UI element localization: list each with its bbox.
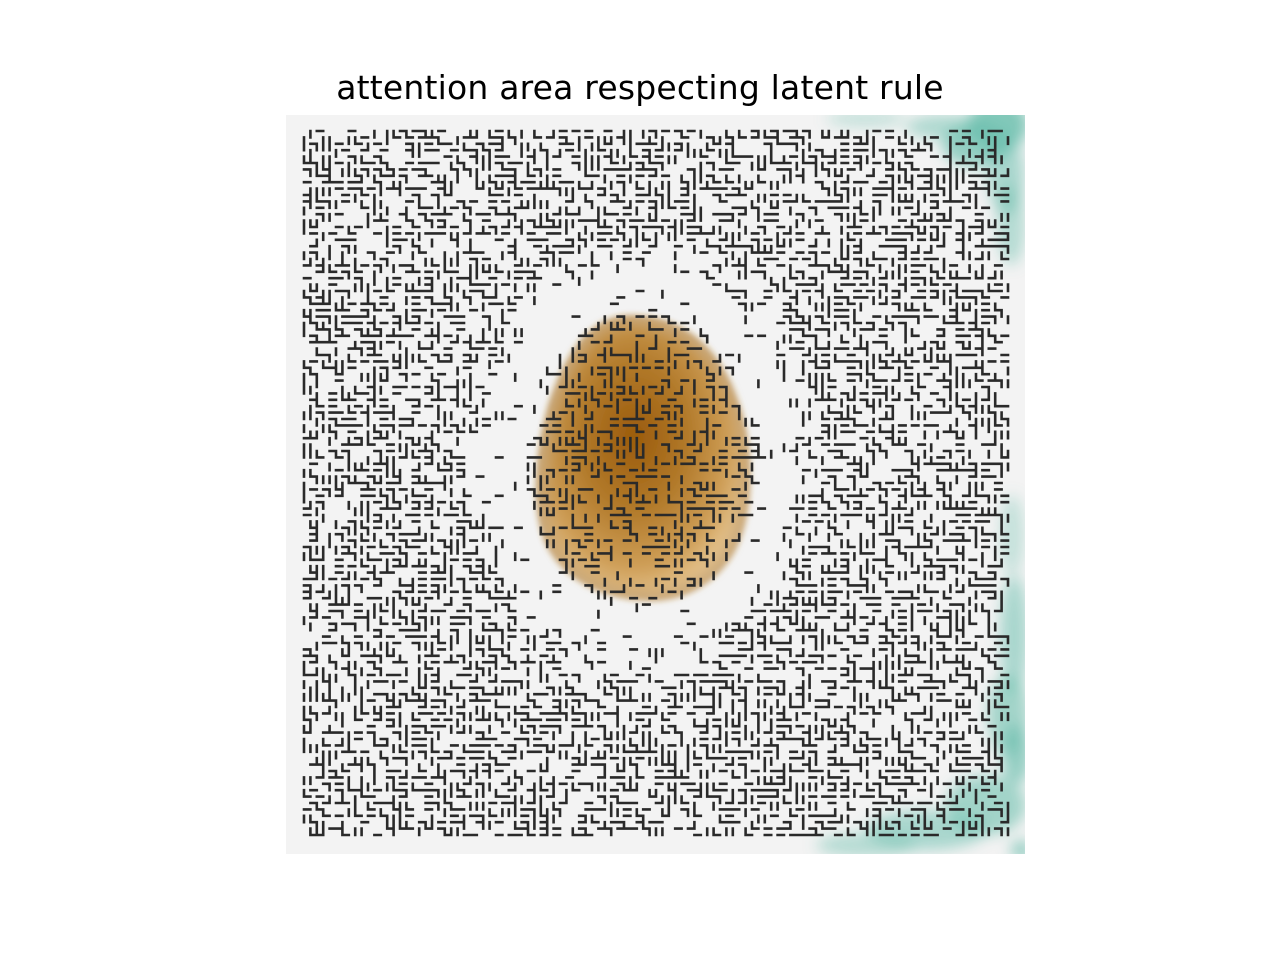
attention-heatmap-svg	[286, 115, 1025, 854]
negative-attention-regions	[816, 115, 1025, 854]
figure-title: attention area respecting latent rule	[336, 68, 944, 107]
attention-heatmap-image	[286, 115, 1025, 854]
edge-lines	[302, 129, 1010, 837]
